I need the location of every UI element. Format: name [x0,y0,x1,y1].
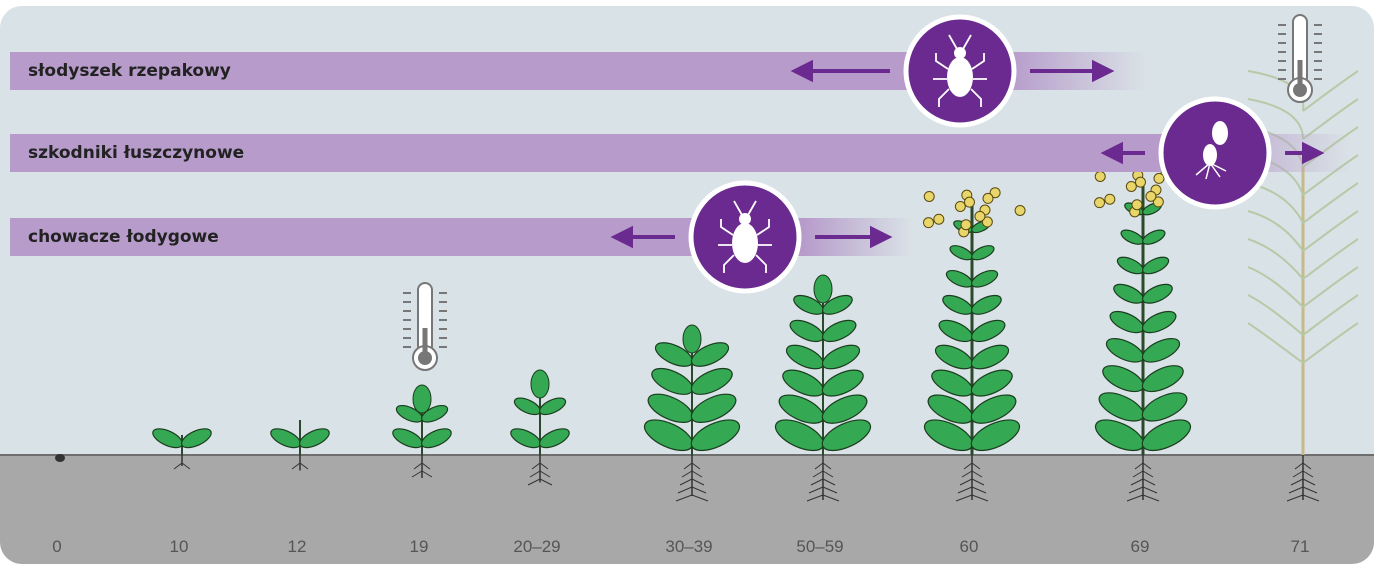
plant [55,454,65,462]
flower [1095,198,1105,208]
flower [924,218,934,228]
flower [964,197,974,207]
stage-label: 10 [170,537,189,556]
stage-label: 20–29 [513,537,560,556]
flower [924,191,934,201]
leaf [531,370,549,398]
page: słodyszek rzepakowy szkodniki łuszczynowe… [0,0,1374,566]
stage-label: 71 [1291,537,1310,556]
flower [934,214,944,224]
stage-label: 12 [288,537,307,556]
bug-wing [1212,121,1228,145]
flower [1135,177,1145,187]
stage-label: 19 [410,537,429,556]
pest-label: szkodniki łuszczynowe [28,143,244,163]
flower [1126,181,1136,191]
flower [1015,205,1025,215]
leaf [683,325,701,353]
stage-label: 60 [960,537,979,556]
thermo-fill [1298,60,1303,88]
stage-label: 69 [1131,537,1150,556]
infographic: słodyszek rzepakowy szkodniki łuszczynowe… [0,0,1374,566]
flower [961,220,971,230]
stage-label: 50–59 [796,537,843,556]
leaf [413,385,431,413]
seed [55,454,65,462]
flower [1146,191,1156,201]
flower [1154,173,1164,183]
bug-head [739,213,751,225]
bug-body [1203,144,1217,166]
bug-head [954,47,966,59]
thermo-fill [423,328,428,356]
flower [1132,200,1142,210]
pest-label: słodyszek rzepakowy [28,61,231,81]
flower [975,211,985,221]
bug-body [732,223,758,263]
bug-body [947,57,973,97]
flower [1095,171,1105,181]
stage-label: 0 [52,537,61,556]
stage-label: 30–39 [665,537,712,556]
leaf [814,275,832,303]
flower [1105,194,1115,204]
flower [983,193,993,203]
flower [955,201,965,211]
pest-label: chowacze łodygowe [28,227,219,247]
